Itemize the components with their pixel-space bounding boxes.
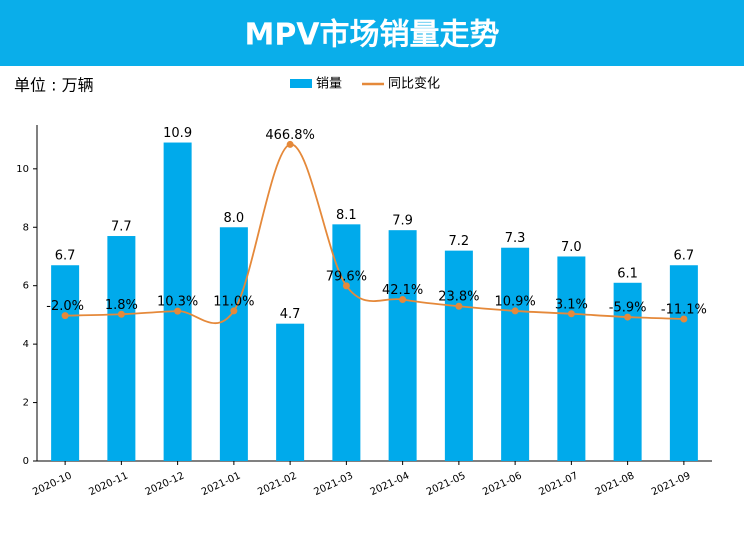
unit-label: 单位 : 万辆	[14, 76, 94, 95]
line-point	[567, 310, 575, 318]
bar-value-label: 7.2	[449, 234, 470, 249]
y-tick-label: 4	[23, 339, 29, 350]
legend-label: 销量	[316, 77, 342, 92]
x-tick-label: 2021-09	[650, 470, 693, 498]
line-point	[455, 302, 463, 310]
line-value-label: -11.1%	[661, 302, 707, 317]
bar	[163, 142, 192, 461]
bar-value-label: 7.7	[111, 220, 132, 235]
bar-value-label: 4.7	[280, 307, 301, 322]
line-value-label: -5.9%	[609, 301, 647, 316]
line-value-label: 3.1%	[555, 297, 588, 312]
legend-label: 同比变化	[388, 76, 440, 92]
x-tick-label: 2021-01	[200, 470, 243, 498]
x-tick-label: 2021-03	[312, 470, 355, 498]
line-value-label: -2.0%	[46, 299, 84, 314]
legend-swatch	[290, 79, 312, 88]
line-value-label: 42.1%	[382, 283, 423, 298]
line-point	[230, 307, 238, 315]
bar	[613, 282, 642, 461]
line-value-label: 23.8%	[438, 290, 479, 305]
header-band	[0, 0, 744, 66]
x-tick-label: 2021-07	[537, 470, 580, 498]
line-point	[680, 315, 688, 323]
line-point	[624, 313, 632, 321]
x-tick-label: 2021-04	[369, 470, 412, 498]
y-tick-label: 6	[23, 281, 29, 292]
bar	[276, 323, 305, 461]
bar	[51, 265, 80, 461]
bar-value-label: 6.7	[55, 249, 76, 264]
legend: 销量 同比变化	[290, 76, 440, 92]
line-point	[61, 312, 69, 320]
bar-value-label: 6.7	[674, 249, 695, 264]
bar	[107, 236, 136, 461]
line-value-label: 10.9%	[494, 294, 535, 309]
bar	[444, 250, 473, 461]
x-tick-label: 2020-11	[87, 470, 130, 498]
y-tick-label: 10	[16, 164, 29, 175]
x-tick-label: 2020-10	[31, 470, 74, 498]
bar-value-label: 7.9	[392, 214, 413, 229]
bar-value-label: 7.3	[505, 231, 526, 246]
line-point	[399, 296, 407, 304]
x-tick-label: 2021-08	[594, 470, 637, 498]
bar-value-label: 8.1	[336, 208, 357, 223]
x-tick-label: 2020-12	[144, 470, 187, 498]
y-tick-label: 0	[23, 456, 29, 467]
bar	[669, 265, 698, 461]
x-tick-label: 2021-05	[425, 470, 468, 498]
line-value-label: 1.8%	[105, 298, 138, 313]
line-point	[342, 282, 350, 290]
bar-value-label: 7.0	[561, 240, 582, 255]
y-tick-label: 8	[23, 222, 29, 233]
line-point	[511, 307, 519, 315]
bar-value-label: 10.9	[163, 126, 192, 141]
x-tick-label: 2021-02	[256, 470, 299, 498]
line-value-label: 79.6%	[326, 269, 367, 284]
bar	[501, 247, 530, 461]
x-tick-label: 2021-06	[481, 470, 524, 498]
bar-value-label: 6.1	[617, 266, 638, 281]
y-tick-label: 2	[23, 398, 29, 409]
chart-title: MPV市场销量走势	[244, 18, 499, 53]
line-point	[286, 140, 294, 148]
line-point	[117, 310, 125, 318]
bar	[219, 227, 248, 461]
line-point	[174, 307, 182, 315]
bar	[332, 224, 361, 461]
bar-value-label: 8.0	[224, 211, 245, 226]
line-value-label: 10.3%	[157, 295, 198, 310]
bar	[388, 230, 417, 461]
line-value-label: 466.8%	[265, 128, 315, 143]
bar	[557, 256, 586, 461]
line-value-label: 11.0%	[213, 294, 254, 309]
